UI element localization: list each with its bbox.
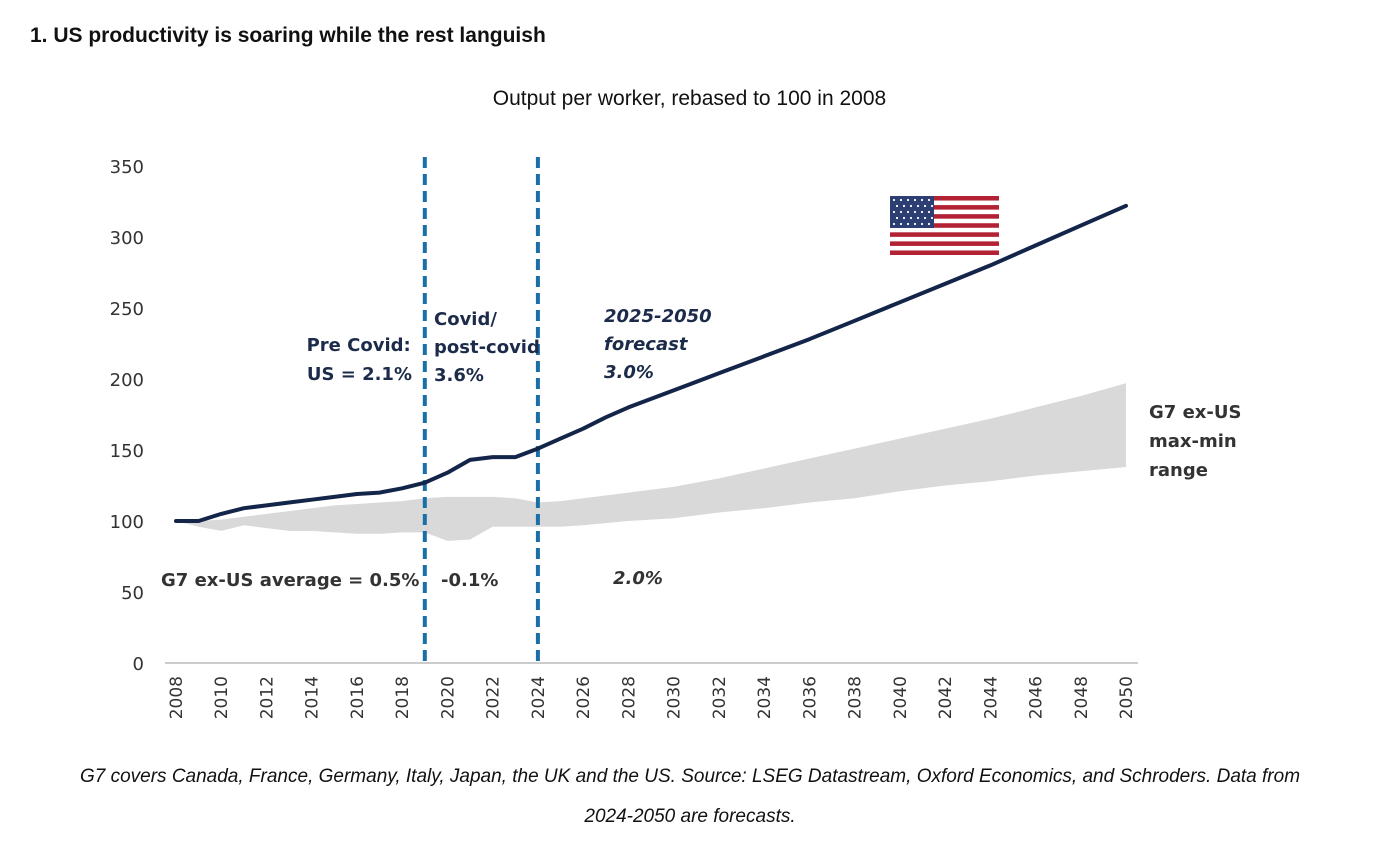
line-layer — [174, 203, 1128, 523]
flag-star — [909, 216, 913, 220]
flag-stripe — [890, 232, 999, 237]
x-tick-label: 2028 — [619, 676, 639, 719]
y-tick-label: 250 — [110, 299, 144, 320]
flag-star — [895, 216, 899, 220]
caption-line-2: 2024-2050 are forecasts. — [584, 806, 796, 827]
chart-caption: G7 covers Canada, France, Germany, Italy… — [40, 757, 1340, 837]
x-tick-label: 2016 — [348, 676, 368, 719]
x-tick-label: 2030 — [665, 676, 685, 719]
flag-star — [913, 210, 917, 214]
flag-star — [906, 210, 910, 214]
chart-heading: 1. US productivity is soaring while the … — [30, 24, 546, 47]
x-tick-label: 2026 — [574, 676, 594, 719]
flag-star — [902, 216, 906, 220]
x-tick-label: 2012 — [257, 676, 277, 719]
g7-covid-label: -0.1% — [441, 570, 498, 591]
x-ticks: 2008 2010 2012 2014 2016 2018 2020 2022 2024 2026… — [167, 676, 1137, 719]
us-flag-icon — [890, 196, 999, 255]
flag-stripe — [890, 223, 999, 228]
flag-star — [920, 222, 924, 226]
flag-star — [892, 222, 896, 226]
x-tick-label: 2040 — [891, 676, 911, 719]
x-tick-label: 2048 — [1072, 676, 1092, 719]
y-tick-label: 50 — [121, 583, 144, 604]
x-tick-label: 2046 — [1027, 676, 1047, 719]
flag-star — [906, 222, 910, 226]
y-tick-label: 350 — [110, 157, 144, 178]
x-tick-label: 2014 — [303, 676, 323, 719]
y-tick-label: 200 — [110, 370, 144, 391]
flag-star — [923, 204, 927, 208]
g7-average-label: G7 ex-US average = 0.5% — [161, 570, 419, 591]
x-tick-label: 2024 — [529, 676, 549, 719]
g7-forecast-label: 2.0% — [613, 568, 663, 589]
flag-stripe — [890, 214, 999, 219]
band-layer — [176, 383, 1126, 541]
y-tick-label: 0 — [133, 654, 144, 675]
flag-star — [892, 198, 896, 202]
flag-stripe — [890, 241, 999, 246]
covid-label: Covid/ post-covid 3.6% — [434, 309, 546, 386]
flag-star — [916, 216, 920, 220]
x-tick-label: 2032 — [710, 676, 730, 719]
flag-stripe — [890, 250, 999, 255]
x-tick-label: 2010 — [212, 676, 232, 719]
flag-stripe — [890, 196, 999, 201]
y-ticks: 0 50 100 150 200 250 300 350 — [110, 157, 144, 675]
flag-star — [906, 198, 910, 202]
flag-star — [927, 198, 931, 202]
x-tick-label: 2020 — [438, 676, 458, 719]
flag-star — [930, 204, 934, 208]
flag-star — [899, 198, 903, 202]
flag-star — [899, 222, 903, 226]
caption-line-1: G7 covers Canada, France, Germany, Italy… — [79, 766, 1301, 787]
forecast-label: 2025-2050 forecast 3.0% — [604, 306, 718, 383]
x-tick-label: 2034 — [755, 676, 775, 719]
x-tick-label: 2022 — [484, 676, 504, 719]
flag-star — [892, 210, 896, 214]
flag-star — [920, 210, 924, 214]
x-tick-label: 2038 — [846, 676, 866, 719]
band-range-label: G7 ex-US max-min range — [1149, 402, 1248, 481]
y-tick-label: 150 — [110, 441, 144, 462]
x-tick-label: 2044 — [981, 676, 1001, 719]
flag-star — [899, 210, 903, 214]
y-tick-label: 100 — [110, 512, 144, 533]
x-tick-label: 2008 — [167, 676, 187, 719]
flag-star — [927, 222, 931, 226]
flag-stripe — [890, 205, 999, 210]
flag-star — [909, 204, 913, 208]
chart-title: Output per worker, rebased to 100 in 200… — [492, 87, 887, 110]
flag-star — [923, 216, 927, 220]
x-tick-label: 2018 — [393, 676, 413, 719]
g7-range-band — [176, 383, 1126, 541]
y-tick-label: 300 — [110, 228, 144, 249]
flag-star — [930, 216, 934, 220]
flag-star — [927, 210, 931, 214]
flag-star — [913, 222, 917, 226]
flag-star — [916, 204, 920, 208]
x-tick-label: 2042 — [936, 676, 956, 719]
pre-covid-label: Pre Covid: US = 2.1% — [307, 335, 417, 385]
x-tick-label: 2050 — [1117, 676, 1137, 719]
flag-star — [920, 198, 924, 202]
flag-star — [895, 204, 899, 208]
flag-star — [913, 198, 917, 202]
us-productivity-line — [174, 203, 1128, 523]
flag-star — [902, 204, 906, 208]
x-tick-label: 2036 — [800, 676, 820, 719]
